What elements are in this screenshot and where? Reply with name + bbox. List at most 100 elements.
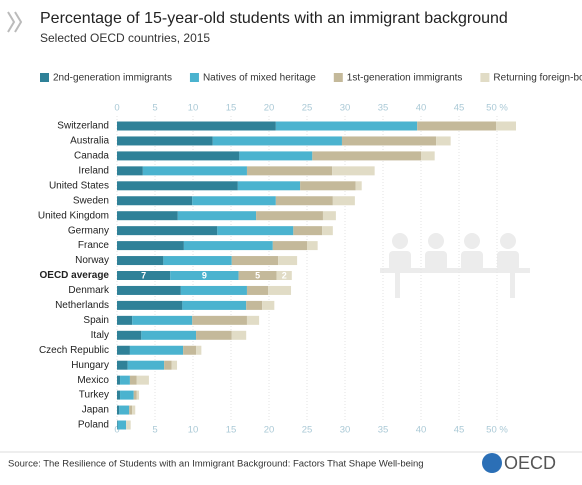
- bar-segment: [246, 285, 269, 295]
- logo-globe: [482, 453, 502, 473]
- y-category-label: Australia: [70, 136, 109, 147]
- bar-segment: [129, 375, 137, 385]
- x-tick-label-bottom: 45: [454, 425, 465, 436]
- x-tick-label-bottom: 35: [378, 425, 389, 436]
- legend-label: Returning foreign-borns: [493, 73, 582, 84]
- x-tick-label-top: 30: [340, 103, 351, 114]
- bar-segment: [117, 420, 118, 430]
- bar-segment: [212, 136, 342, 146]
- bar-segment: [117, 315, 133, 325]
- legend-label: 2nd-generation immigrants: [53, 73, 172, 84]
- bar-segment: [192, 196, 276, 206]
- x-tick-label-top: 50 %: [486, 103, 508, 114]
- y-category-label: Hungary: [71, 360, 109, 371]
- bar-segment: [126, 420, 131, 430]
- y-category-label: Sweden: [73, 195, 109, 206]
- bar-segment: [117, 136, 213, 146]
- x-tick-label-top: 25: [302, 103, 313, 114]
- bar-segment: [417, 121, 497, 131]
- bar-segment: [177, 211, 257, 221]
- bar-segment: [117, 241, 184, 251]
- y-category-label: Canada: [74, 151, 109, 162]
- bar-segment: [117, 375, 121, 385]
- bar-segment: [117, 211, 178, 221]
- bar-segment: [307, 241, 318, 251]
- y-category-label: France: [78, 240, 110, 251]
- legend-label: 1st-generation immigrants: [347, 73, 463, 84]
- x-tick-label-bottom: 20: [264, 425, 275, 436]
- bar-segment: [117, 166, 143, 176]
- bar-segment: [183, 345, 197, 355]
- x-tick-label-top: 40: [416, 103, 427, 114]
- bar-segment: [238, 271, 277, 280]
- bar-segment: [117, 300, 183, 310]
- bar-segment: [117, 330, 142, 340]
- bar-segment: [272, 241, 307, 251]
- bar-segment: [293, 226, 323, 236]
- x-tick-label-bottom: 30: [340, 425, 351, 436]
- bar-segment: [136, 390, 140, 400]
- bar-segment: [163, 256, 232, 266]
- y-category-label: Germany: [68, 225, 109, 236]
- bar-segment: [182, 300, 247, 310]
- bar-segment: [129, 345, 184, 355]
- bar-segment: [421, 151, 435, 161]
- bar-segment: [117, 226, 218, 236]
- bar-segment: [136, 375, 149, 385]
- x-tick-label-top: 0: [114, 103, 119, 114]
- bar-segment: [196, 345, 202, 355]
- bar-segment: [332, 166, 375, 176]
- bar-segment: [237, 181, 301, 191]
- x-tick-label-bottom: 50 %: [486, 425, 508, 436]
- x-tick-label-bottom: 10: [188, 425, 199, 436]
- bar-segment: [117, 121, 276, 131]
- chart-title: Percentage of 15-year-old students with …: [40, 10, 508, 27]
- bar-segment: [322, 226, 333, 236]
- bar-segment: [164, 360, 172, 370]
- bar-segment: [117, 420, 127, 430]
- bar-segment: [256, 211, 323, 221]
- bar-segment: [278, 256, 298, 266]
- bar-segment: [132, 315, 193, 325]
- y-category-label: United States: [49, 180, 109, 191]
- bar-segment: [127, 360, 165, 370]
- bar-segment: [142, 166, 247, 176]
- bar-segment: [275, 121, 418, 131]
- bar-segment: [231, 256, 279, 266]
- y-category-label: United Kingdom: [38, 210, 109, 221]
- y-category-label: Ireland: [78, 165, 109, 176]
- y-category-label: OECD average: [40, 270, 110, 281]
- x-tick-label-bottom: 40: [416, 425, 427, 436]
- bar-segment: [117, 256, 164, 266]
- bar-segment: [141, 330, 197, 340]
- y-category-label: Switzerland: [57, 121, 109, 132]
- bar-segment: [341, 136, 437, 146]
- legend-label: Natives of mixed heritage: [203, 73, 316, 84]
- chevron-icon: [7, 11, 23, 33]
- bar-segment: [129, 405, 133, 415]
- bar-segment: [117, 151, 240, 161]
- bar-segment: [119, 405, 130, 415]
- y-category-label: Czech Republic: [39, 345, 109, 356]
- bar-segment: [117, 360, 128, 370]
- y-category-label: Italy: [91, 330, 109, 341]
- legend-swatch: [189, 73, 199, 82]
- x-tick-label-top: 35: [378, 103, 389, 114]
- bar-segment: [217, 226, 294, 236]
- bar-segment: [246, 300, 263, 310]
- bar-segment: [117, 271, 171, 280]
- chart-subtitle: Selected OECD countries, 2015: [40, 31, 210, 45]
- logo-text: OECD: [504, 453, 556, 473]
- bar-segment: [133, 390, 137, 400]
- bar-segment: [132, 405, 136, 415]
- bar-segment: [496, 121, 516, 131]
- bar-value-label: 5: [255, 270, 260, 280]
- bar-segment: [436, 136, 451, 146]
- x-tick-label-top: 10: [188, 103, 199, 114]
- bar-segment: [332, 196, 355, 206]
- x-tick-label-top: 45: [454, 103, 465, 114]
- legend-swatch: [40, 73, 49, 82]
- x-tick-label-bottom: 25: [302, 425, 313, 436]
- bar-segment: [196, 330, 232, 340]
- y-category-label: Turkey: [79, 390, 109, 401]
